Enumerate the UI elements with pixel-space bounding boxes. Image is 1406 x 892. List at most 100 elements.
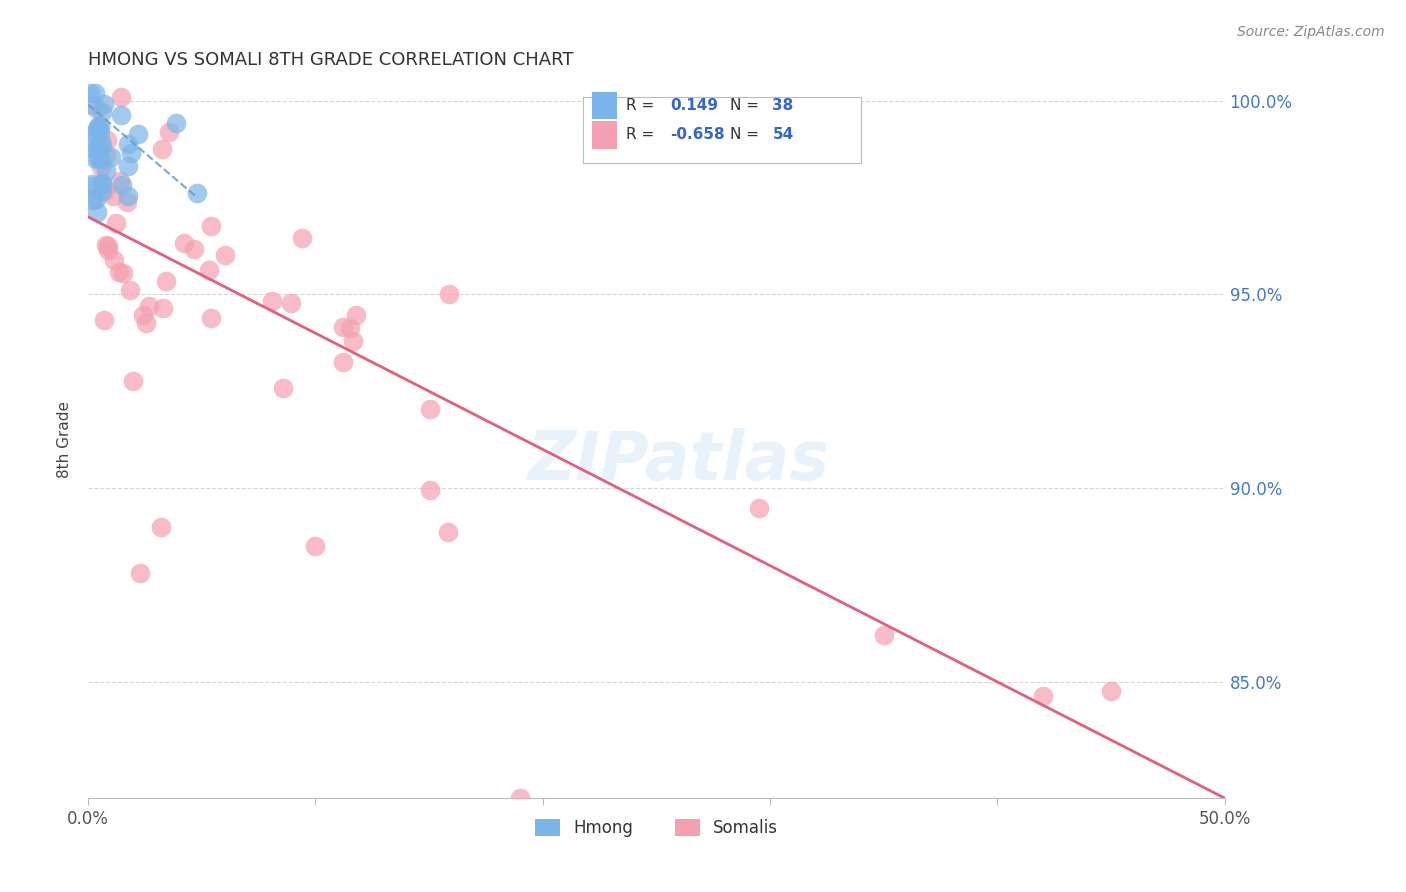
Text: 38: 38 — [772, 98, 793, 112]
Point — [101, 189, 124, 203]
Point — [200, 311, 222, 326]
Point — [332, 355, 354, 369]
Point — [94, 184, 117, 198]
Point — [132, 308, 155, 322]
Bar — [592, 92, 617, 119]
Point — [509, 791, 531, 805]
Y-axis label: 8th Grade: 8th Grade — [58, 401, 72, 478]
Point — [94, 164, 117, 178]
Point — [90, 160, 112, 174]
Point — [86, 121, 108, 136]
Point — [82, 193, 104, 207]
Point — [86, 205, 108, 219]
FancyBboxPatch shape — [582, 97, 860, 163]
Point — [120, 283, 142, 297]
Point — [748, 500, 770, 515]
Legend: Hmong, Somalis: Hmong, Somalis — [529, 812, 785, 844]
Point — [90, 177, 112, 191]
Point — [200, 219, 222, 234]
Point — [94, 238, 117, 252]
Text: Source: ZipAtlas.com: Source: ZipAtlas.com — [1237, 25, 1385, 39]
Point — [117, 159, 139, 173]
Point — [90, 134, 112, 148]
Point — [290, 230, 312, 244]
Point — [134, 316, 156, 330]
Text: N =: N = — [730, 98, 765, 112]
Point — [90, 139, 112, 153]
Text: 54: 54 — [772, 128, 793, 143]
Point — [117, 189, 139, 203]
Bar — [592, 121, 617, 149]
Point — [339, 320, 361, 334]
Point — [82, 177, 104, 191]
Point — [155, 274, 177, 288]
Point — [260, 293, 283, 308]
Point — [127, 127, 149, 141]
Point — [1099, 684, 1122, 698]
Point — [84, 142, 107, 156]
Point — [873, 628, 896, 642]
Point — [129, 566, 152, 581]
Point — [82, 193, 104, 207]
Point — [149, 520, 172, 534]
Point — [173, 236, 195, 251]
Point — [87, 151, 110, 165]
Point — [271, 381, 294, 395]
Point — [93, 313, 115, 327]
Point — [86, 141, 108, 155]
Point — [97, 239, 120, 253]
Point — [186, 186, 208, 200]
Point — [103, 253, 125, 268]
Point — [165, 116, 187, 130]
Point — [108, 265, 131, 279]
Point — [117, 137, 139, 152]
Point — [97, 243, 120, 257]
Point — [93, 97, 115, 112]
Point — [87, 143, 110, 157]
Point — [96, 133, 118, 147]
Point — [342, 334, 364, 348]
Point — [84, 152, 107, 166]
Point — [82, 97, 104, 112]
Point — [214, 248, 236, 262]
Point — [105, 216, 128, 230]
Point — [1032, 689, 1054, 703]
Point — [83, 127, 105, 141]
Text: R =: R = — [626, 128, 659, 143]
Text: R =: R = — [626, 98, 659, 112]
Point — [152, 142, 174, 156]
Point — [84, 192, 107, 206]
Point — [90, 105, 112, 120]
Point — [419, 401, 441, 416]
Point — [157, 125, 180, 139]
Point — [100, 150, 122, 164]
Point — [111, 178, 134, 192]
Point — [112, 267, 135, 281]
Point — [90, 176, 112, 190]
Point — [152, 301, 174, 315]
Point — [138, 299, 160, 313]
Point — [89, 119, 111, 133]
Point — [419, 483, 441, 497]
Point — [120, 145, 142, 160]
Point — [86, 102, 108, 116]
Point — [437, 286, 460, 301]
Point — [79, 86, 101, 100]
Point — [198, 262, 221, 277]
Point — [82, 179, 104, 194]
Text: N =: N = — [730, 128, 765, 143]
Point — [115, 194, 138, 209]
Point — [94, 148, 117, 162]
Point — [344, 308, 367, 322]
Point — [183, 242, 205, 256]
Text: HMONG VS SOMALI 8TH GRADE CORRELATION CHART: HMONG VS SOMALI 8TH GRADE CORRELATION CH… — [89, 51, 574, 69]
Point — [90, 152, 112, 166]
Point — [280, 296, 302, 310]
Text: -0.658: -0.658 — [671, 128, 724, 143]
Point — [304, 539, 326, 553]
Point — [110, 90, 132, 104]
Point — [87, 119, 110, 133]
Point — [110, 108, 132, 122]
Point — [90, 184, 112, 198]
Point — [83, 130, 105, 145]
